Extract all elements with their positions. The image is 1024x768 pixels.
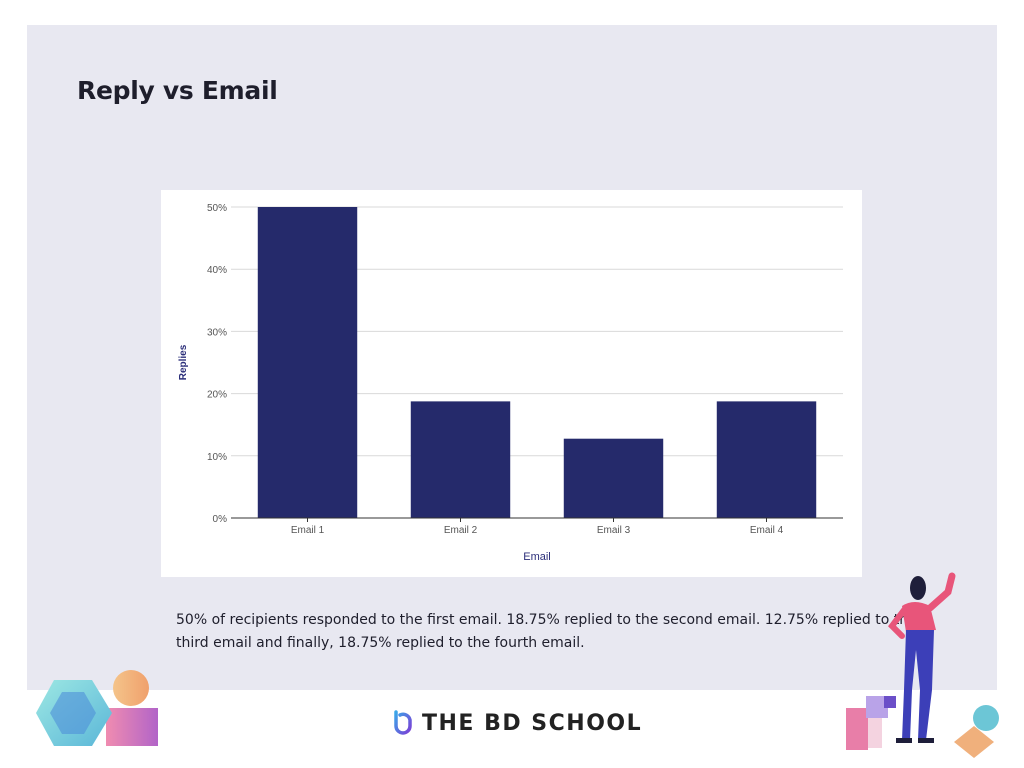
bar [563, 438, 664, 518]
bar-chart: 0% 10% 20% 30% 40% 50% Email 1 Email 2 Email 3 Em… [178, 203, 843, 563]
y-tick-label: 0% [213, 514, 228, 525]
x-axis-title: Email [523, 551, 551, 563]
caption-line-1: 50% of recipients responded to the first… [176, 612, 917, 628]
y-tick-label: 10% [207, 452, 227, 463]
y-tick-label: 30% [207, 327, 227, 338]
chart-panel: 0% 10% 20% 30% 40% 50% Email 1 Email 2 Email 3 Em… [161, 190, 862, 577]
y-tick-label: 40% [207, 265, 227, 276]
bar [410, 401, 511, 518]
caption-line-2: third email and finally, 18.75% replied … [176, 635, 585, 651]
x-tick-label: Email 4 [750, 525, 784, 536]
x-tick-label: Email 1 [291, 525, 325, 536]
y-tick-label: 20% [207, 390, 227, 401]
y-axis-title: Replies [178, 344, 189, 380]
brand-name: THE BD SCHOOL [422, 710, 643, 736]
brand-logo: THE BD SCHOOL [392, 708, 642, 738]
bd-logo-icon [394, 710, 412, 735]
y-tick-label: 50% [207, 203, 227, 214]
caption: 50% of recipients responded to the first… [176, 609, 917, 655]
geometric-shapes-illustration [36, 670, 158, 746]
person-illustration [846, 572, 999, 758]
x-tick-label: Email 3 [597, 525, 631, 536]
x-tick-label: Email 2 [444, 525, 478, 536]
bar [257, 207, 358, 518]
bar [716, 401, 817, 518]
slide-title: Reply vs Email [77, 76, 278, 105]
